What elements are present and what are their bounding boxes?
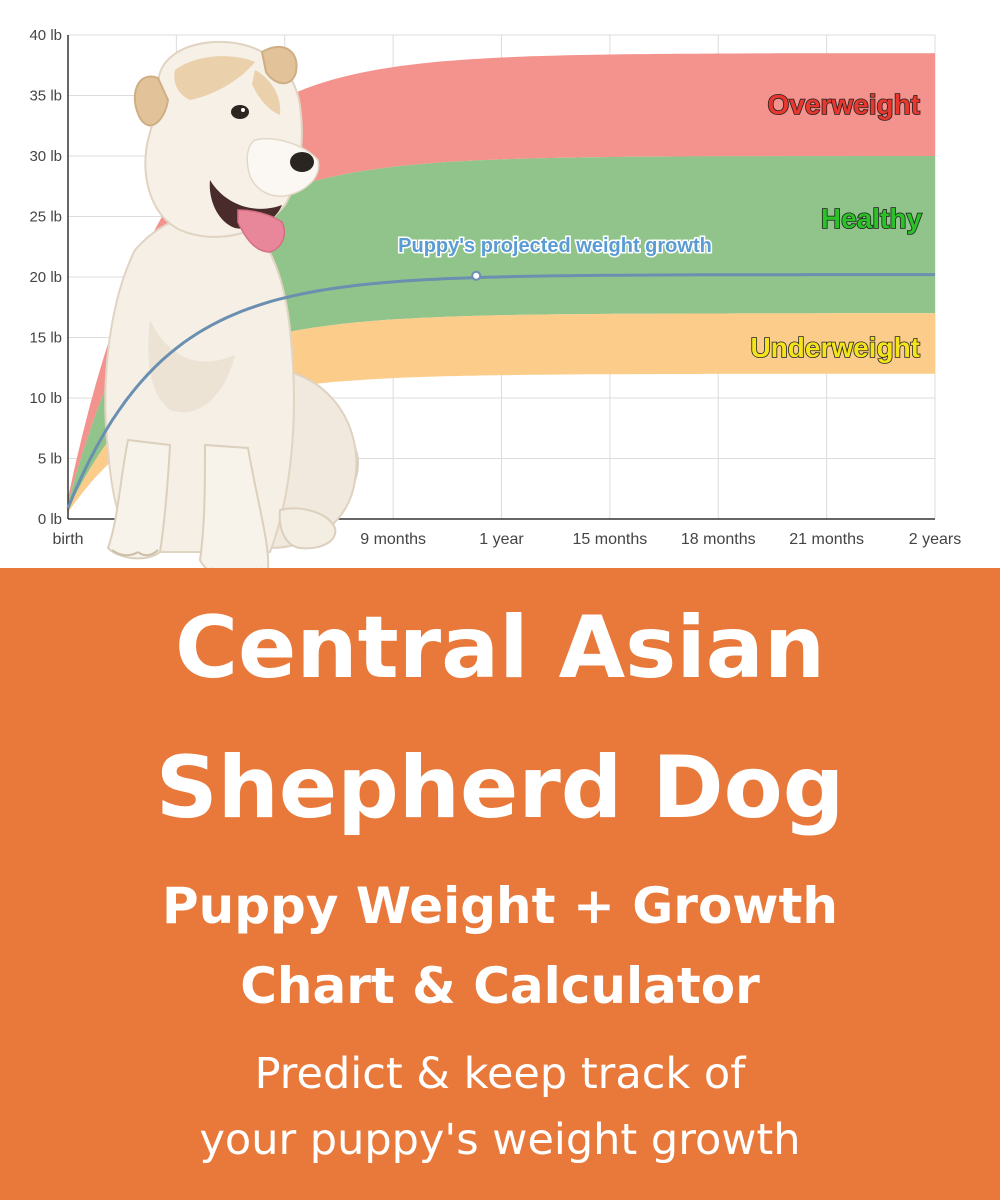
band-label-underweight: Underweight bbox=[750, 332, 920, 363]
x-tick-label: 9 months bbox=[360, 531, 426, 548]
x-tick-label: 2 years bbox=[909, 531, 961, 548]
x-tick-label: 21 months bbox=[789, 531, 864, 548]
breed-title-line2: Shepherd Dog bbox=[155, 738, 845, 838]
chart-band-labels: Overweight Healthy Underweight bbox=[750, 88, 924, 364]
projection-line bbox=[66, 273, 935, 509]
tagline-line1: Predict & keep track of bbox=[254, 1049, 746, 1099]
band-healthy bbox=[68, 156, 935, 510]
x-tick-label: birth bbox=[52, 531, 83, 548]
band-label-overweight: Overweight bbox=[768, 89, 920, 120]
y-tick-label: 10 lb bbox=[29, 390, 62, 407]
y-tick-label: 0 lb bbox=[38, 511, 62, 528]
breed-title-line1: Central Asian bbox=[174, 598, 826, 698]
y-tick-label: 5 lb bbox=[38, 451, 62, 468]
x-tick-label: 1 year bbox=[479, 531, 524, 548]
dog-illustration-icon bbox=[104, 40, 359, 568]
x-tick-label: 15 months bbox=[573, 531, 648, 548]
band-label-healthy: Healthy bbox=[821, 203, 923, 234]
y-tick-label: 30 lb bbox=[29, 148, 62, 165]
y-tick-label: 35 lb bbox=[29, 88, 62, 105]
y-tick-label: 15 lb bbox=[29, 330, 62, 347]
subtitle-line1: Puppy Weight + Growth bbox=[162, 877, 838, 935]
y-tick-label: 25 lb bbox=[29, 209, 62, 226]
chart-svg: 0 lb 5 lb 10 lb 15 lb 20 lb 25 lb 30 lb 35 lb 40… bbox=[29, 27, 961, 568]
weight-growth-chart: 0 lb 5 lb 10 lb 15 lb 20 lb 25 lb 30 lb 35 lb 40… bbox=[0, 0, 1000, 568]
x-tick-label: 18 months bbox=[681, 531, 756, 548]
y-tick-label: 40 lb bbox=[29, 27, 62, 44]
subtitle-line2: Chart & Calculator bbox=[240, 957, 760, 1015]
y-tick-label: 20 lb bbox=[29, 269, 62, 286]
projection-marker bbox=[471, 270, 482, 281]
tagline-line2: your puppy's weight growth bbox=[199, 1115, 801, 1165]
title-banner: Central Asian Shepherd Dog Puppy Weight … bbox=[0, 568, 1000, 1200]
chart-projection: Puppy's projected weight growth bbox=[66, 234, 935, 509]
projection-label: Puppy's projected weight growth bbox=[398, 235, 712, 257]
